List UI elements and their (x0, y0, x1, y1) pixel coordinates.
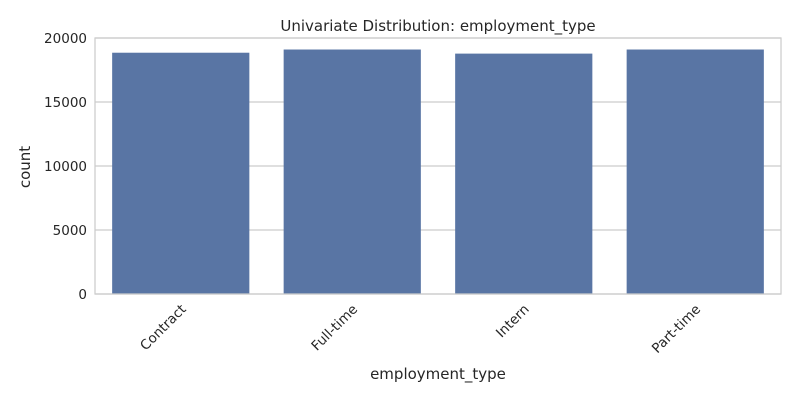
x-tick-label: Intern (493, 302, 533, 342)
y-tick-label: 15000 (44, 95, 87, 111)
bar-part-time (626, 49, 764, 294)
x-tick-label: Part-time (649, 302, 704, 357)
y-tick-labels: 0 5000 10000 15000 20000 (44, 31, 87, 303)
x-tick-label: Full-time (308, 302, 361, 355)
x-tick-labels: Contract Full-time Intern Part-time (137, 302, 704, 357)
y-tick-label: 20000 (44, 31, 87, 47)
x-axis-title: employment_type (370, 365, 506, 384)
bar-full-time (283, 49, 421, 294)
y-tick-label: 10000 (44, 159, 87, 175)
y-tick-label: 5000 (53, 223, 87, 239)
y-tick-label: 0 (78, 287, 87, 303)
chart-title: Univariate Distribution: employment_type (280, 17, 595, 36)
bar-contract (112, 52, 250, 294)
bars (112, 49, 764, 295)
y-axis-title: count (16, 146, 34, 188)
bar-intern (455, 53, 593, 295)
axes-frame (94, 37, 782, 295)
x-tick-label: Contract (137, 302, 189, 354)
